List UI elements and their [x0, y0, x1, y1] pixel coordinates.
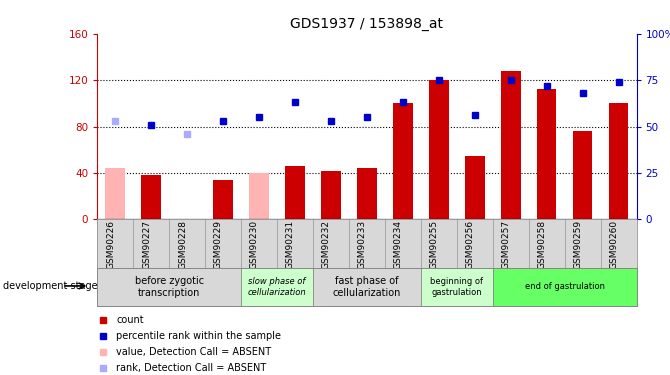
Text: GSM90234: GSM90234	[394, 220, 403, 269]
Text: fast phase of
cellularization: fast phase of cellularization	[332, 276, 401, 298]
Bar	[492, 268, 636, 306]
Bar	[97, 268, 241, 306]
Text: GSM90232: GSM90232	[322, 220, 331, 269]
Bar	[321, 171, 341, 219]
Text: GSM90230: GSM90230	[250, 220, 259, 270]
Text: GSM90226: GSM90226	[106, 220, 115, 269]
Bar	[141, 175, 161, 219]
Text: count: count	[117, 315, 144, 325]
Text: GSM90228: GSM90228	[178, 220, 187, 269]
Text: GSM90233: GSM90233	[358, 220, 367, 270]
Text: development stage: development stage	[3, 281, 98, 291]
Bar	[105, 168, 125, 219]
Bar	[429, 80, 449, 219]
Text: GSM90258: GSM90258	[537, 220, 547, 270]
Bar	[393, 104, 413, 219]
Bar	[357, 168, 377, 219]
Bar	[241, 268, 313, 306]
Text: beginning of
gastrulation: beginning of gastrulation	[430, 277, 483, 297]
Bar	[249, 173, 269, 219]
Text: GSM90229: GSM90229	[214, 220, 223, 269]
Text: GSM90260: GSM90260	[610, 220, 618, 270]
Bar	[213, 180, 233, 219]
Bar	[500, 71, 521, 219]
Text: value, Detection Call = ABSENT: value, Detection Call = ABSENT	[117, 347, 271, 357]
Title: GDS1937 / 153898_at: GDS1937 / 153898_at	[290, 17, 444, 32]
Bar	[608, 104, 628, 219]
Bar	[313, 268, 421, 306]
Bar	[537, 90, 557, 219]
Text: GSM90227: GSM90227	[142, 220, 151, 269]
Text: before zygotic
transcription: before zygotic transcription	[135, 276, 204, 298]
Text: GSM90257: GSM90257	[502, 220, 511, 270]
Bar	[421, 268, 492, 306]
Text: slow phase of
cellularization: slow phase of cellularization	[248, 277, 306, 297]
Text: GSM90255: GSM90255	[429, 220, 439, 270]
Text: GSM90259: GSM90259	[574, 220, 583, 270]
Bar	[573, 131, 592, 219]
Bar	[465, 156, 484, 219]
Text: GSM90231: GSM90231	[286, 220, 295, 270]
Text: end of gastrulation: end of gastrulation	[525, 282, 604, 291]
Text: rank, Detection Call = ABSENT: rank, Detection Call = ABSENT	[117, 363, 267, 373]
Text: percentile rank within the sample: percentile rank within the sample	[117, 331, 281, 341]
Bar	[285, 166, 305, 219]
Text: GSM90256: GSM90256	[466, 220, 475, 270]
